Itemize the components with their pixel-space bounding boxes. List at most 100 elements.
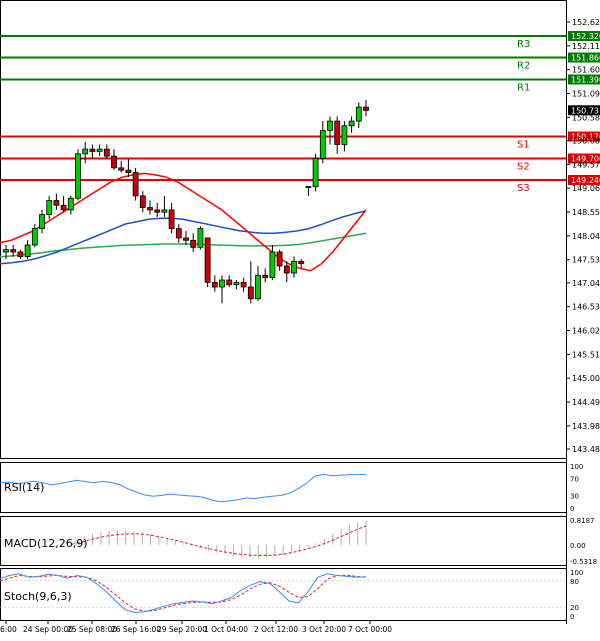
- candle-body: [312, 158, 319, 187]
- time-tick-label: 26 Sep 16:00: [111, 625, 161, 634]
- price-tick-label: 148.045: [572, 232, 600, 241]
- candle-body: [24, 244, 31, 258]
- candle-body: [31, 228, 38, 246]
- candle-body: [190, 239, 197, 248]
- level-price-label: 151.390: [571, 75, 600, 84]
- candle-body: [75, 153, 81, 199]
- time-tick-label: 25 Sep 08:00: [67, 625, 117, 634]
- level-price-label: 150.170: [571, 133, 600, 142]
- price-tick-label: 143.485: [572, 445, 600, 454]
- candle-body: [276, 251, 283, 267]
- price-tick-label: 150.085: [572, 136, 600, 145]
- price-tick-label: 151.600: [572, 66, 600, 75]
- price-tick-label: 152.620: [572, 18, 600, 27]
- candle-body: [10, 249, 17, 253]
- candle-body: [298, 260, 305, 265]
- level-price-label: 151.860: [571, 54, 600, 63]
- price-tick-label: 150.580: [572, 113, 600, 122]
- candle-body: [175, 228, 182, 239]
- level-price-tag: [568, 31, 600, 42]
- candle-body: [154, 209, 161, 213]
- rsi-pane-frame: [0, 462, 567, 513]
- candle-body: [60, 204, 67, 211]
- level-price-label: 152.320: [571, 32, 600, 41]
- candle-body: [334, 120, 341, 145]
- candle-body: [96, 148, 103, 152]
- candle-body: [39, 214, 45, 230]
- stoch-tick-label: 20: [570, 604, 579, 612]
- candle-body: [132, 172, 139, 197]
- macd-signal-line: [71, 525, 367, 556]
- time-tick-label: 29 Sep 20:00: [157, 625, 207, 634]
- level-label-s2: S2: [517, 161, 530, 172]
- rsi-line: [0, 473, 366, 503]
- rsi-label: RSI(14): [4, 481, 44, 494]
- level-label-r3: R3: [517, 39, 530, 50]
- candle-body: [283, 265, 290, 274]
- level-label-s3: S3: [517, 183, 530, 194]
- level-price-label: 149.700: [571, 154, 600, 163]
- price-tick-label: 145.000: [572, 374, 600, 383]
- candle-body: [319, 130, 326, 159]
- rsi-tick-label: 0: [570, 505, 574, 513]
- price-tick-label: 151.090: [572, 90, 600, 99]
- candle-body: [89, 148, 96, 152]
- candle-body: [111, 155, 117, 169]
- rsi-tick-label: 70: [570, 476, 579, 484]
- macd-label: MACD(12,26,9): [4, 537, 88, 550]
- macd-tick-label: -0.5318: [570, 558, 597, 566]
- level-price-tag: [568, 52, 600, 63]
- price-tick-label: 145.510: [572, 350, 600, 359]
- candlesticks: [3, 100, 369, 304]
- price-tick-label: 149.065: [572, 184, 600, 193]
- candle-body: [67, 197, 74, 211]
- candle-body: [183, 237, 189, 241]
- ma-mid-line: [0, 210, 367, 265]
- candle-body: [363, 106, 369, 111]
- level-price-tag: [568, 153, 600, 164]
- time-tick-label: 16:00: [0, 625, 17, 634]
- level-label-r1: R1: [517, 82, 530, 93]
- candle-body: [103, 148, 110, 157]
- candle-body: [139, 195, 146, 208]
- stoch-tick-label: 100: [570, 569, 583, 577]
- price-tick-label: 146.530: [572, 303, 600, 312]
- candle-body: [168, 209, 175, 230]
- candle-body: [161, 209, 168, 213]
- candle-body: [341, 125, 348, 145]
- level-label-r2: R2: [517, 61, 530, 72]
- candle-body: [211, 281, 218, 288]
- candle-body: [147, 207, 153, 211]
- ma-fast-line: [0, 172, 367, 272]
- price-tick-label: 148.555: [572, 208, 600, 217]
- rsi-pane: 100 70 30 0: [0, 463, 583, 513]
- price-tick-label: 144.490: [572, 398, 600, 407]
- rsi-tick-label: 30: [570, 492, 579, 500]
- time-tick-label: 3 Oct 20:00: [302, 625, 346, 634]
- price-tick-label: 146.020: [572, 327, 600, 336]
- stoch-main-line: [0, 573, 367, 614]
- candle-body: [204, 237, 211, 283]
- level-price-tag: [568, 131, 600, 142]
- candle-body: [291, 260, 297, 274]
- macd-tick-label: 0.8187: [570, 517, 595, 525]
- price-tick-label: 143.980: [572, 422, 600, 431]
- candle-body: [262, 274, 269, 279]
- price-pane-frame: [0, 0, 567, 459]
- moving-averages: [0, 172, 367, 272]
- candle-body: [348, 120, 355, 127]
- time-tick-label: 24 Sep 00:00: [23, 625, 73, 634]
- candle-body: [269, 251, 276, 279]
- price-tick-label: 149.575: [572, 160, 600, 169]
- candle-body: [219, 279, 225, 288]
- stoch-signal-line: [0, 574, 367, 612]
- candle-body: [247, 286, 254, 300]
- level-price-label: 149.240: [571, 176, 600, 185]
- stoch-tick-label: 80: [570, 578, 579, 586]
- level-label-s1: S1: [517, 140, 530, 151]
- current-price-label: 150.731: [571, 106, 600, 115]
